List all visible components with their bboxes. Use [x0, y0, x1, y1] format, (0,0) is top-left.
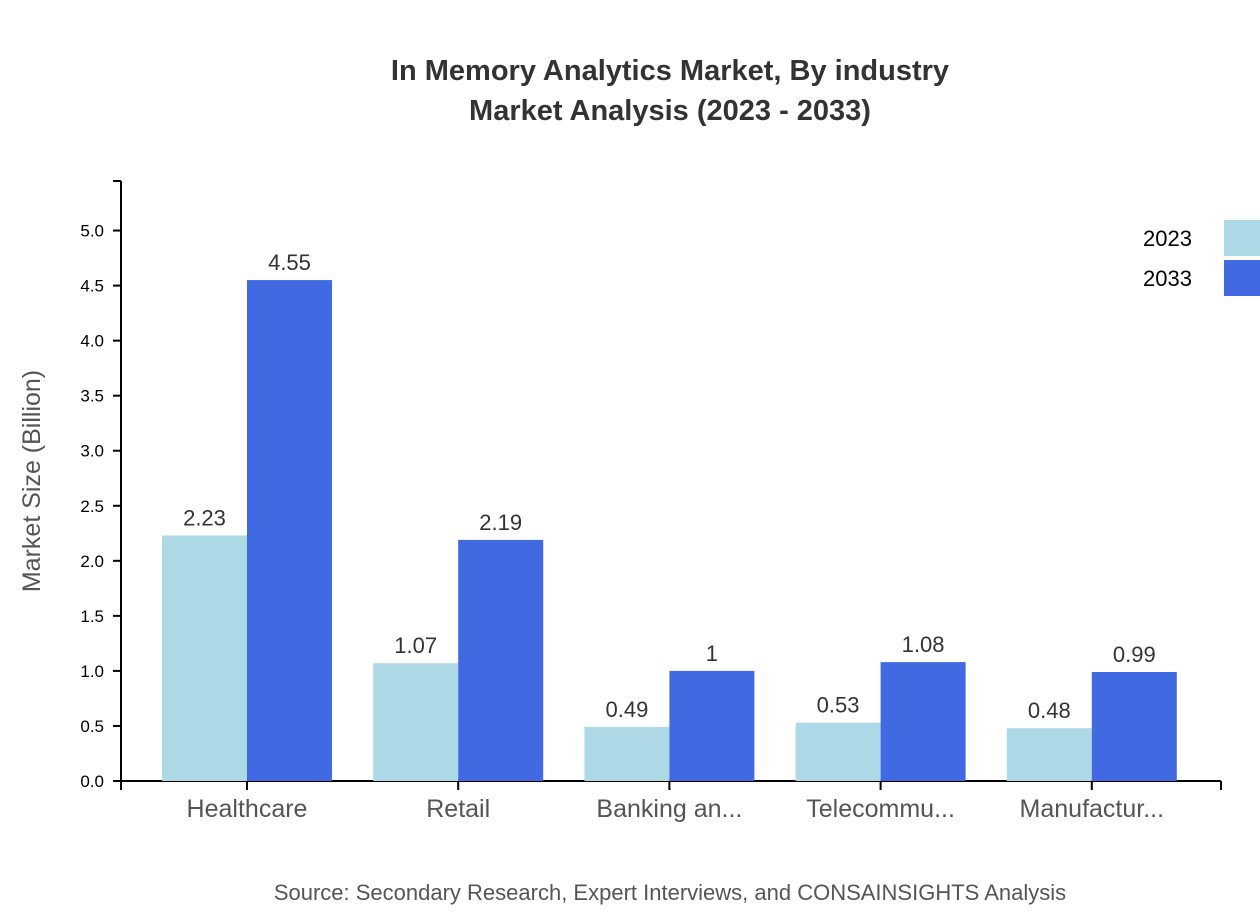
bar-2033	[247, 280, 332, 781]
y-tick-label: 3.0	[80, 442, 104, 461]
legend-label: 2023	[1143, 226, 1192, 251]
y-tick-label: 5.0	[80, 222, 104, 241]
x-tick-label: Manufactur...	[1020, 795, 1165, 823]
data-label: 4.55	[268, 250, 311, 275]
bar-2023	[584, 727, 670, 781]
y-tick-label: 2.5	[80, 497, 104, 516]
y-tick-label: 0.5	[80, 717, 104, 736]
bar-2033	[880, 662, 966, 781]
bar-2023	[795, 722, 881, 781]
bar-2023	[1006, 728, 1092, 781]
bar-2033	[458, 539, 544, 781]
data-label: 0.99	[1113, 642, 1156, 667]
y-tick-label: 2.0	[80, 552, 104, 571]
y-tick-label: 1.0	[80, 662, 104, 681]
data-label: 0.48	[1028, 698, 1071, 723]
chart-title: In Memory Analytics Market, By industry	[391, 55, 949, 87]
data-label: 2.23	[183, 505, 226, 530]
x-tick-label: Telecommu...	[806, 795, 955, 823]
x-tick-label: Banking an...	[596, 795, 742, 823]
y-tick-label: 4.0	[80, 332, 104, 351]
data-label: 0.53	[817, 693, 860, 718]
legend-swatch-2033	[1224, 260, 1260, 296]
data-label: 2.19	[479, 510, 522, 535]
y-tick-label: 4.5	[80, 277, 104, 296]
data-label: 1.07	[394, 633, 437, 658]
data-label: 1	[706, 641, 718, 666]
data-label: 1.08	[902, 632, 945, 657]
source-note: Source: Secondary Research, Expert Inter…	[274, 880, 1066, 905]
bar-2023	[373, 663, 459, 781]
bar-2023	[162, 535, 247, 781]
y-tick-label: 3.5	[80, 387, 104, 406]
chart-subtitle: Market Analysis (2023 - 2033)	[469, 95, 871, 127]
y-tick-label: 1.5	[80, 607, 104, 626]
data-label: 0.49	[605, 697, 648, 722]
x-tick-label: Healthcare	[187, 795, 308, 823]
x-tick-label: Retail	[426, 795, 490, 823]
y-axis-label: Market Size (Billion)	[18, 370, 46, 592]
legend-swatch-2023	[1224, 220, 1260, 256]
bar-2033	[1091, 672, 1177, 781]
legend-label: 2033	[1143, 266, 1192, 291]
y-tick-label: 0.0	[80, 772, 104, 791]
bar-2033	[669, 670, 755, 781]
